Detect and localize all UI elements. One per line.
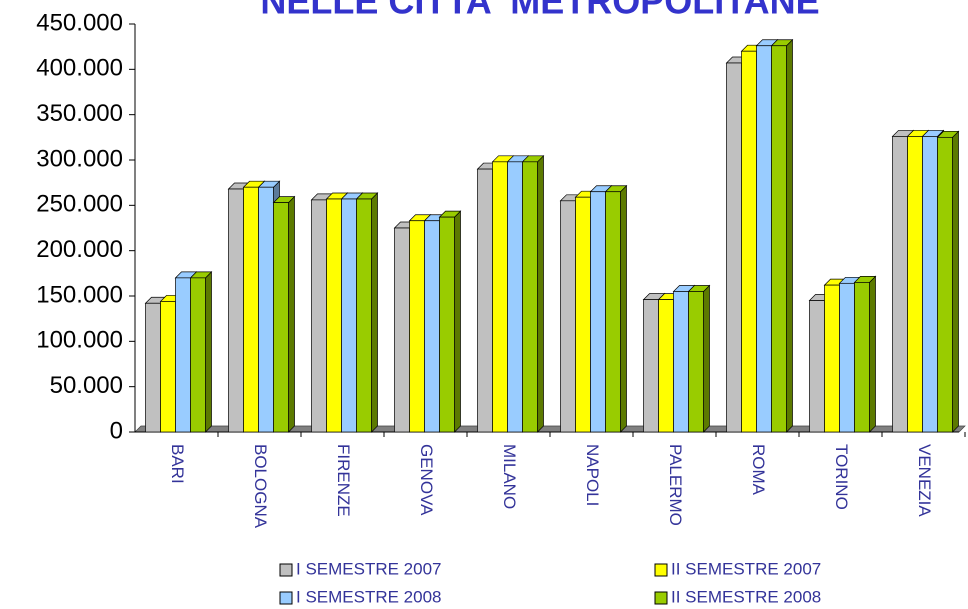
bar [190, 277, 206, 433]
y-tick-label: 350.000 [36, 100, 123, 127]
bar-side-shade [703, 285, 710, 432]
bar-side-shade [454, 211, 461, 432]
bar [228, 188, 244, 433]
bar [658, 299, 674, 433]
y-tick-label: 300.000 [36, 145, 123, 172]
bar-side-shade [952, 131, 959, 433]
bar [575, 196, 591, 433]
x-tick-label: NAPOLI [583, 444, 602, 506]
bar [311, 199, 327, 433]
bar [809, 300, 825, 433]
bar [145, 302, 161, 433]
bar [160, 301, 176, 433]
bar-side-shade [371, 192, 378, 432]
bar [688, 291, 704, 433]
x-tick-label: MILANO [500, 444, 519, 509]
x-tick-label: FIRENZE [334, 444, 353, 517]
x-tick-label: TORINO [832, 444, 851, 510]
bar [522, 161, 538, 433]
bar [937, 136, 953, 433]
x-tick-label: GENOVA [417, 444, 436, 516]
bar [907, 136, 923, 433]
bar [175, 277, 191, 433]
legend-label: II SEMESTRE 2007 [671, 559, 821, 578]
y-tick-label: 250.000 [36, 191, 123, 218]
bar [477, 168, 493, 433]
x-tick-label: BOLOGNA [251, 444, 270, 529]
bar [839, 282, 855, 433]
x-tick-label: ROMA [749, 444, 768, 496]
legend-label: I SEMESTRE 2008 [296, 587, 442, 606]
y-tick-label: 0 [110, 417, 123, 444]
bar [243, 186, 259, 433]
y-tick-label: 50.000 [50, 372, 123, 399]
bar [922, 136, 938, 433]
bar [341, 198, 357, 433]
chart-title: NELLE CITTA' METROPOLITANE [260, 0, 819, 22]
bar [756, 45, 772, 433]
bar-side-shade [288, 196, 295, 432]
x-tick-label: BARI [168, 444, 187, 484]
bar [394, 227, 410, 433]
bar [771, 45, 787, 433]
bar [741, 50, 757, 433]
bar [492, 161, 508, 433]
legend-label: I SEMESTRE 2007 [296, 559, 442, 578]
y-tick-label: 450.000 [36, 9, 123, 36]
bar [673, 291, 689, 433]
bar [590, 191, 606, 433]
legend-label: II SEMESTRE 2008 [671, 587, 821, 606]
bar [409, 220, 425, 433]
bar [356, 198, 372, 433]
y-tick-label: 400.000 [36, 55, 123, 82]
y-tick-label: 200.000 [36, 236, 123, 263]
legend-swatch [654, 563, 668, 577]
bar [854, 282, 870, 433]
legend-swatch [279, 591, 293, 605]
bar [424, 220, 440, 433]
bar [326, 198, 342, 433]
bar [273, 202, 289, 433]
bar [258, 186, 274, 433]
bar-side-shade [869, 276, 876, 432]
legend-swatch [654, 591, 668, 605]
bar [892, 136, 908, 433]
legend-swatch [279, 563, 293, 577]
bar [560, 200, 576, 433]
x-tick-label: VENEZIA [915, 444, 934, 517]
bar [824, 284, 840, 433]
bar-side-shade [205, 271, 212, 432]
bar-side-shade [537, 155, 544, 432]
y-tick-label: 100.000 [36, 327, 123, 354]
bar [507, 161, 523, 433]
bar-side-shade [786, 39, 793, 432]
bar [605, 191, 621, 433]
bar [643, 299, 659, 433]
bar-side-shade [620, 185, 627, 432]
y-tick-label: 150.000 [36, 281, 123, 308]
bar [726, 62, 742, 433]
bar [439, 216, 455, 433]
x-tick-label: PALERMO [666, 444, 685, 526]
